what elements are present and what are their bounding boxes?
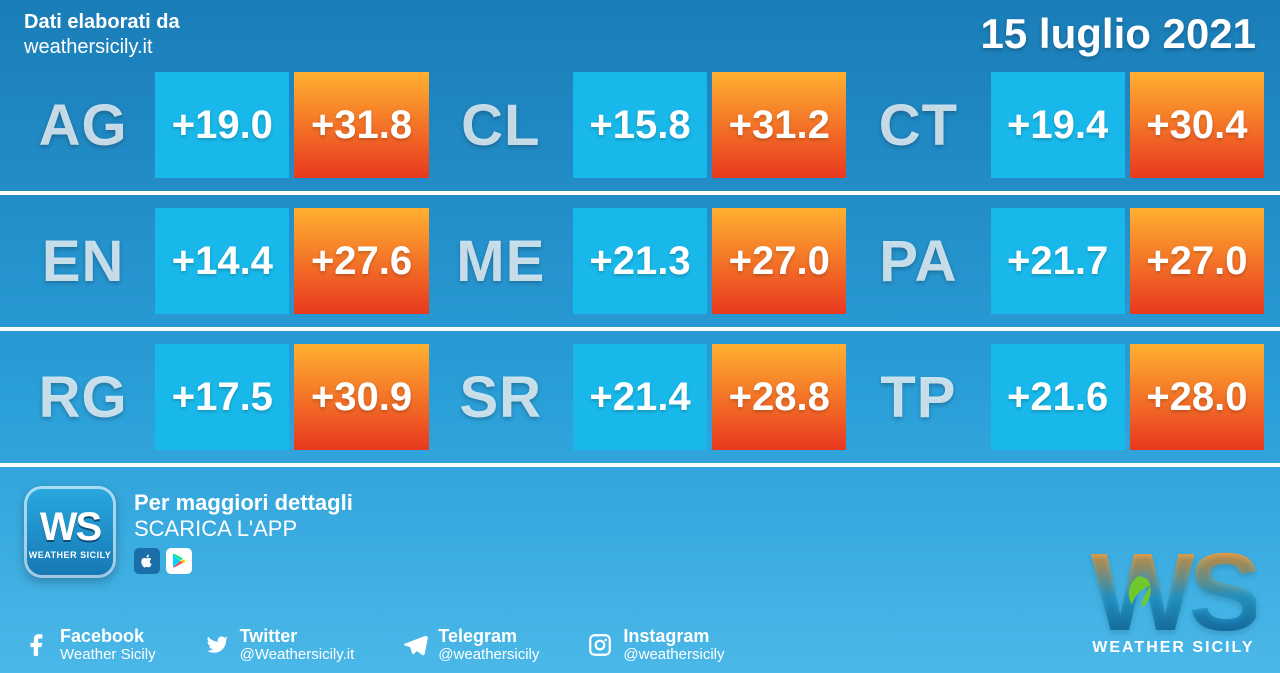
brand-logo-subtext: WEATHER SICILY bbox=[1091, 639, 1256, 657]
facebook-link[interactable]: FacebookWeather Sicily bbox=[24, 627, 156, 663]
date-label: 15 luglio 2021 bbox=[981, 10, 1256, 58]
temp-low: +19.4 bbox=[991, 72, 1125, 178]
temp-high: +30.9 bbox=[294, 344, 428, 450]
facebook-name: Facebook bbox=[60, 627, 156, 647]
province-code: AG bbox=[16, 72, 150, 178]
temp-high: +27.0 bbox=[712, 208, 846, 314]
data-credit: Dati elaborati da weathersicily.it bbox=[24, 10, 180, 60]
temp-low: +19.0 bbox=[155, 72, 289, 178]
telegram-handle: @weathersicily bbox=[438, 647, 539, 664]
facebook-icon bbox=[24, 632, 50, 658]
province-code: ME bbox=[434, 208, 568, 314]
header: Dati elaborati da weathersicily.it 15 lu… bbox=[0, 0, 1280, 66]
temp-low: +21.7 bbox=[991, 208, 1125, 314]
leaf-icon bbox=[1119, 573, 1157, 611]
grid-row: RG+17.5+30.9SR+21.4+28.8TP+21.6+28.0 bbox=[16, 344, 1264, 450]
temp-high: +28.8 bbox=[712, 344, 846, 450]
instagram-handle: @weathersicily bbox=[623, 647, 724, 664]
brand-logo-text: WS bbox=[1091, 546, 1256, 640]
grid-row: EN+14.4+27.6ME+21.3+27.0PA+21.7+27.0 bbox=[16, 208, 1264, 314]
app-download-text: Per maggiori dettagli SCARICA L'APP bbox=[134, 490, 353, 574]
playstore-icon[interactable] bbox=[166, 548, 192, 574]
credit-site: weathersicily.it bbox=[24, 35, 180, 60]
province-code: SR bbox=[434, 344, 568, 450]
twitter-link[interactable]: Twitter@Weathersicily.it bbox=[204, 627, 355, 663]
appstore-icon[interactable] bbox=[134, 548, 160, 574]
temp-high: +27.0 bbox=[1130, 208, 1264, 314]
province-code: TP bbox=[851, 344, 985, 450]
telegram-link[interactable]: Telegram@weathersicily bbox=[402, 627, 539, 663]
province-code: CL bbox=[434, 72, 568, 178]
store-badges bbox=[134, 548, 353, 574]
app-download-line2: SCARICA L'APP bbox=[134, 516, 353, 542]
province-code: CT bbox=[851, 72, 985, 178]
temp-high: +27.6 bbox=[294, 208, 428, 314]
province-code: RG bbox=[16, 344, 150, 450]
app-icon[interactable]: WS WEATHER SICILY bbox=[24, 486, 116, 578]
instagram-icon bbox=[587, 632, 613, 658]
temp-low: +17.5 bbox=[155, 344, 289, 450]
province-code: EN bbox=[16, 208, 150, 314]
brand-logo: WS WEATHER SICILY bbox=[1091, 546, 1256, 658]
social-links: FacebookWeather Sicily Twitter@Weathersi… bbox=[24, 627, 724, 663]
grid-row: AG+19.0+31.8CL+15.8+31.2CT+19.4+30.4 bbox=[16, 72, 1264, 178]
temp-low: +21.3 bbox=[573, 208, 707, 314]
app-download-line1: Per maggiori dettagli bbox=[134, 490, 353, 516]
app-download-section: WS WEATHER SICILY Per maggiori dettagli … bbox=[0, 480, 1280, 578]
instagram-link[interactable]: Instagram@weathersicily bbox=[587, 627, 724, 663]
twitter-icon bbox=[204, 632, 230, 658]
temp-low: +21.4 bbox=[573, 344, 707, 450]
twitter-name: Twitter bbox=[240, 627, 355, 647]
temp-high: +28.0 bbox=[1130, 344, 1264, 450]
credit-label: Dati elaborati da bbox=[24, 10, 180, 35]
twitter-handle: @Weathersicily.it bbox=[240, 647, 355, 664]
temp-high: +31.2 bbox=[712, 72, 846, 178]
province-code: PA bbox=[851, 208, 985, 314]
temp-low: +14.4 bbox=[155, 208, 289, 314]
app-icon-text: WS bbox=[40, 505, 100, 550]
temp-high: +31.8 bbox=[294, 72, 428, 178]
temp-low: +21.6 bbox=[991, 344, 1125, 450]
facebook-handle: Weather Sicily bbox=[60, 647, 156, 664]
telegram-icon bbox=[402, 632, 428, 658]
temp-low: +15.8 bbox=[573, 72, 707, 178]
temperature-grid: AG+19.0+31.8CL+15.8+31.2CT+19.4+30.4EN+1… bbox=[16, 72, 1264, 450]
instagram-name: Instagram bbox=[623, 627, 724, 647]
temp-high: +30.4 bbox=[1130, 72, 1264, 178]
telegram-name: Telegram bbox=[438, 627, 539, 647]
app-icon-subtext: WEATHER SICILY bbox=[29, 550, 112, 560]
